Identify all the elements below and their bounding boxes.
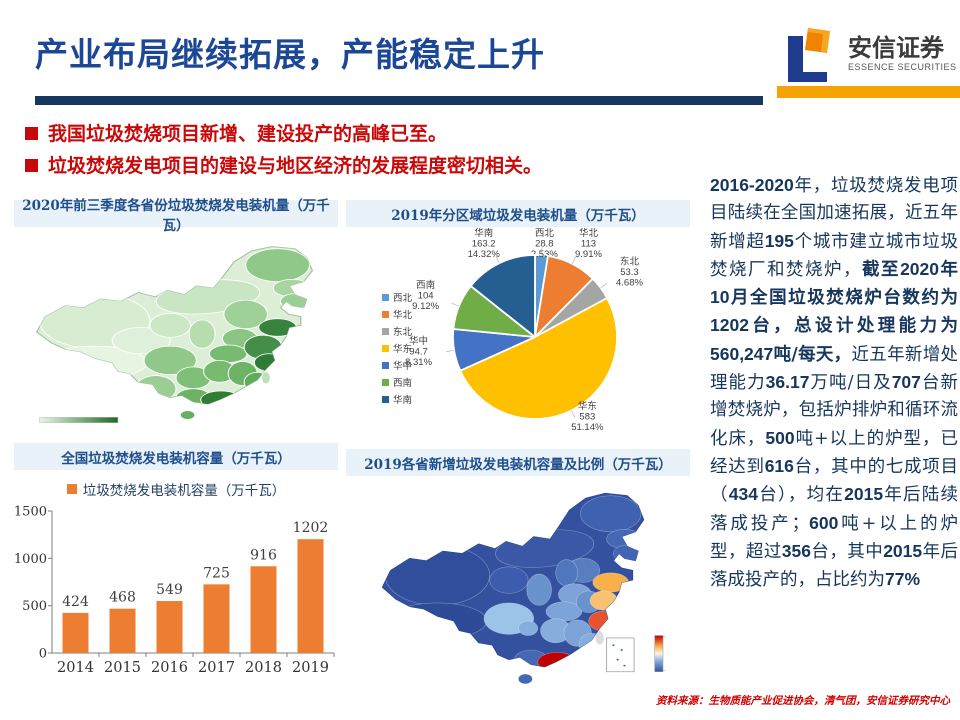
pie-legend-item: 东北 bbox=[382, 324, 412, 338]
bar-chart-title: 全国垃圾焚烧发电装机容量（万千瓦） bbox=[14, 443, 338, 470]
svg-text:0: 0 bbox=[39, 647, 47, 662]
svg-text:1202: 1202 bbox=[293, 520, 329, 536]
key-point-2-text: 垃圾焚烧发电项目的建设与地区经济的发展程度密切相关。 bbox=[48, 154, 543, 177]
svg-text:51.14%: 51.14% bbox=[571, 422, 604, 433]
svg-text:916: 916 bbox=[250, 547, 277, 563]
svg-text:2018: 2018 bbox=[245, 660, 282, 676]
svg-text:94.7: 94.7 bbox=[409, 346, 428, 357]
pie-legend-label: 西南 bbox=[393, 378, 413, 389]
hainan-island bbox=[518, 674, 533, 684]
svg-text:华北: 华北 bbox=[579, 228, 599, 239]
pie-legend: 西北华北东北华东华中西南华南 bbox=[382, 290, 412, 406]
pie-chart-panel: 西北 28.8 2.53% 华北 113 9.91% 东北 53.3 4.68% 华东 583 51.… bbox=[346, 228, 690, 435]
svg-text:1000: 1000 bbox=[14, 552, 47, 567]
svg-text:华东: 华东 bbox=[578, 400, 597, 412]
pie-legend-swatch-icon bbox=[382, 395, 389, 403]
pie-legend-swatch-icon bbox=[382, 361, 389, 369]
title-divider-accent bbox=[777, 86, 960, 98]
pie-legend-swatch-icon bbox=[382, 327, 389, 335]
svg-text:163.2: 163.2 bbox=[472, 239, 496, 250]
svg-text:500: 500 bbox=[22, 599, 47, 614]
page-title: 产业布局继续拓展，产能稳定上升 bbox=[35, 36, 545, 73]
colorbar-legend bbox=[654, 635, 666, 672]
svg-text:14.32%: 14.32% bbox=[468, 249, 501, 260]
pie-legend-swatch-icon bbox=[382, 378, 389, 386]
svg-text:113: 113 bbox=[581, 239, 596, 250]
pie-legend-label: 华北 bbox=[393, 310, 413, 321]
pie-legend-label: 华东 bbox=[393, 344, 413, 355]
pie-legend-swatch-icon bbox=[382, 293, 389, 301]
south-china-sea-inset bbox=[606, 637, 635, 673]
svg-text:1500: 1500 bbox=[14, 505, 47, 520]
brand-logo: 安信证券 ESSENCE SECURITIES bbox=[782, 24, 957, 84]
svg-text:2019: 2019 bbox=[292, 660, 329, 676]
key-point-1-text: 我国垃圾焚烧项目新增、建设投产的高峰已至。 bbox=[48, 123, 448, 145]
pie-legend-swatch-icon bbox=[382, 344, 389, 352]
svg-text:4.68%: 4.68% bbox=[616, 278, 643, 289]
pie-legend-item: 华中 bbox=[382, 358, 412, 372]
pie-legend-label: 西北 bbox=[393, 293, 413, 304]
pie-legend-item: 华南 bbox=[382, 392, 412, 406]
svg-text:549: 549 bbox=[156, 582, 183, 598]
svg-text:东北: 东北 bbox=[620, 256, 640, 268]
svg-text:9.91%: 9.91% bbox=[575, 249, 602, 260]
svg-text:9.12%: 9.12% bbox=[412, 301, 439, 312]
pie-legend-swatch-icon bbox=[382, 310, 389, 318]
svg-text:583: 583 bbox=[579, 412, 595, 423]
pie-legend-item: 西北 bbox=[382, 290, 412, 304]
brand-name-en: ESSENCE SECURITIES bbox=[848, 62, 957, 73]
svg-text:2017: 2017 bbox=[198, 660, 235, 676]
brand-logo-icon bbox=[788, 28, 830, 82]
svg-text:725: 725 bbox=[203, 565, 230, 581]
green-gradient-legend bbox=[39, 417, 119, 423]
pie-legend-item: 华北 bbox=[382, 307, 412, 321]
bar-legend: 垃圾焚烧发电装机容量（万千瓦） bbox=[14, 479, 338, 499]
svg-text:西南: 西南 bbox=[416, 279, 435, 291]
source-note: 资料来源：生物质能产业促进协会，清气团，安信证券研究中心 bbox=[656, 695, 950, 707]
title-divider bbox=[35, 96, 763, 105]
china-map-blue-chart bbox=[381, 492, 666, 684]
pie-legend-label: 东北 bbox=[393, 327, 413, 338]
pie-legend-label: 华南 bbox=[393, 395, 413, 406]
brand-name-cn: 安信证券 bbox=[848, 34, 944, 62]
svg-text:华南: 华南 bbox=[474, 228, 493, 239]
green-map-chart-title: 2020年前三季度各省份垃圾焚烧发电装机量（万千瓦） bbox=[14, 198, 338, 234]
pie-chart-title: 2019年分区域垃圾发电装机量（万千瓦） bbox=[346, 200, 690, 227]
svg-text:2014: 2014 bbox=[57, 660, 94, 676]
key-point-2: 垃圾焚烧发电项目的建设与地区经济的发展程度密切相关。 bbox=[25, 154, 542, 180]
svg-text:2.53%: 2.53% bbox=[531, 249, 558, 260]
bar-legend-label: 垃圾焚烧发电装机容量（万千瓦） bbox=[82, 483, 286, 499]
china-map-green-chart bbox=[36, 246, 313, 423]
svg-text:8.31%: 8.31% bbox=[405, 357, 432, 368]
pie-legend-item: 华东 bbox=[382, 341, 412, 355]
bullet-square-icon bbox=[25, 127, 38, 140]
svg-text:104: 104 bbox=[418, 290, 434, 301]
key-points: 我国垃圾焚烧项目新增、建设投产的高峰已至。 垃圾焚烧发电项目的建设与地区经济的发… bbox=[25, 122, 542, 185]
pie-legend-label: 华中 bbox=[393, 361, 413, 372]
hainan-island bbox=[179, 410, 196, 420]
bar-legend-swatch-icon bbox=[66, 484, 77, 494]
svg-text:468: 468 bbox=[109, 590, 136, 606]
sidebar-text: 2016-2020年，垃圾焚烧发电项目陆续在全国加速拓展，近五年新增超195个城… bbox=[710, 175, 959, 591]
pie-legend-item: 西南 bbox=[382, 375, 412, 389]
bar-chart: 0 500 1000 1500 424 2014 468 2015 549 2016 725 2017… bbox=[14, 505, 335, 676]
svg-text:西北: 西北 bbox=[535, 228, 555, 239]
svg-text:53.3: 53.3 bbox=[620, 267, 639, 278]
taiwan-island bbox=[595, 631, 604, 645]
svg-text:2015: 2015 bbox=[104, 660, 141, 676]
svg-text:28.8: 28.8 bbox=[535, 239, 554, 250]
key-point-1: 我国垃圾焚烧项目新增、建设投产的高峰已至。 bbox=[25, 122, 542, 148]
svg-text:华中: 华中 bbox=[409, 335, 428, 347]
taiwan-island bbox=[261, 371, 271, 385]
bullet-square-icon bbox=[25, 158, 38, 172]
svg-text:424: 424 bbox=[62, 594, 89, 610]
blue-map-chart-title: 2019各省新增垃圾发电装机容量及比例（万千瓦） bbox=[346, 449, 690, 476]
svg-text:2016: 2016 bbox=[151, 660, 188, 676]
